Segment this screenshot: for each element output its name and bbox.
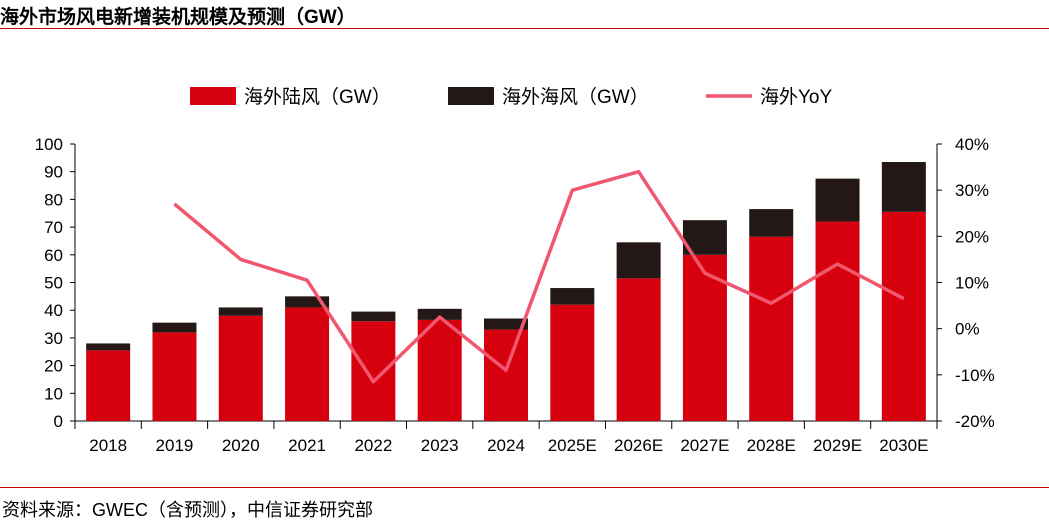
x-tick-label: 2028E: [747, 436, 796, 455]
legend-label-yoy: 海外YoY: [760, 86, 832, 108]
bar-onshore: [86, 350, 131, 421]
bar-offshore: [152, 322, 197, 333]
bar-onshore: [218, 315, 263, 421]
bar-offshore: [417, 308, 462, 320]
y-left-tick-label: 50: [44, 274, 63, 293]
x-tick-label: 2027E: [680, 436, 729, 455]
bar-onshore: [815, 221, 860, 421]
source-rule: [0, 487, 1049, 488]
x-tick-label: 2022: [354, 436, 392, 455]
y-left-tick-label: 70: [44, 218, 63, 237]
bar-onshore: [616, 278, 661, 421]
y-left-tick-label: 0: [54, 412, 63, 431]
y-left-tick-label: 80: [44, 190, 63, 209]
legend-swatch-onshore: [190, 87, 236, 105]
x-tick-label: 2024: [487, 436, 525, 455]
x-tick-label: 2019: [156, 436, 194, 455]
bar-offshore: [616, 242, 661, 279]
bar-offshore: [351, 311, 396, 322]
y-left-tick-label: 90: [44, 163, 63, 182]
line-yoy: [173, 169, 905, 384]
bar-offshore: [218, 307, 263, 316]
y-left-tick-label: 30: [44, 329, 63, 348]
bar-offshore: [86, 343, 131, 351]
y-right-tick-label: -10%: [955, 366, 995, 385]
x-tick-label: 2018: [89, 436, 127, 455]
legend-label-offshore: 海外海风（GW）: [502, 86, 649, 108]
x-tick-label: 2023: [421, 436, 459, 455]
x-tick-label: 2025E: [548, 436, 597, 455]
y-right-tick-label: 0%: [955, 320, 980, 339]
bar-offshore: [815, 178, 860, 222]
y-left-tick-label: 40: [44, 301, 63, 320]
title-rule: [0, 28, 1049, 29]
x-tick-label: 2021: [288, 436, 326, 455]
bar-onshore: [285, 307, 330, 421]
chart-title: 海外市场风电新增装机规模及预测（GW）: [0, 7, 356, 28]
y-right-tick-label: 30%: [955, 181, 989, 200]
bar-offshore: [285, 296, 330, 308]
bar-offshore: [484, 318, 528, 330]
bar-onshore: [152, 332, 197, 421]
x-tick-label: 2029E: [813, 436, 862, 455]
y-left-tick-label: 20: [44, 357, 63, 376]
bar-onshore: [417, 319, 462, 421]
bar-offshore: [550, 288, 595, 305]
y-right-tick-label: 10%: [955, 274, 989, 293]
bar-offshore: [749, 209, 794, 237]
y-right-tick-label: 20%: [955, 227, 989, 246]
bar-onshore: [550, 304, 595, 421]
bar-onshore: [484, 329, 528, 421]
y-right-tick-label: -20%: [955, 412, 995, 431]
bar-onshore: [682, 254, 727, 421]
bar-offshore: [881, 162, 926, 212]
y-left-tick-label: 100: [35, 135, 63, 154]
x-tick-label: 2026E: [614, 436, 663, 455]
y-left-tick-label: 10: [44, 384, 63, 403]
x-tick-label: 2020: [222, 436, 260, 455]
y-left-tick-label: 60: [44, 246, 63, 265]
legend-swatch-offshore: [448, 87, 494, 105]
x-tick-label: 2030E: [879, 436, 928, 455]
bar-onshore: [881, 211, 926, 421]
source-note: 资料来源：GWEC（含预测），中信证券研究部: [2, 500, 373, 520]
legend-label-onshore: 海外陆风（GW）: [244, 86, 391, 108]
bar-onshore: [749, 236, 794, 421]
y-right-tick-label: 40%: [955, 135, 989, 154]
bar-onshore: [351, 321, 396, 421]
